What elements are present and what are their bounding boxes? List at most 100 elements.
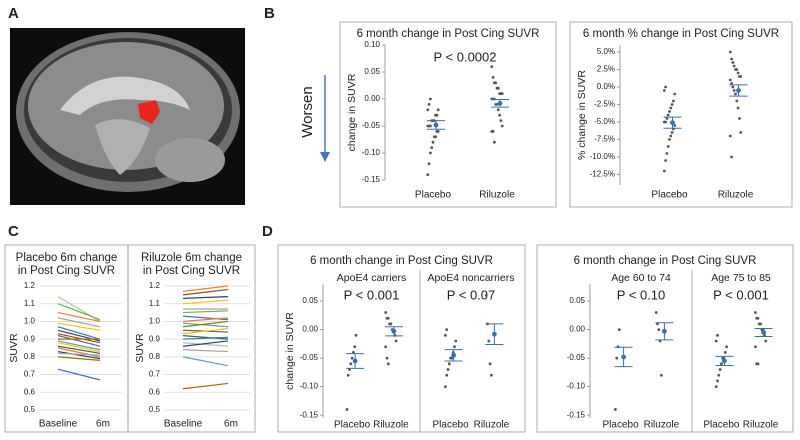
category-label: Riluzole (373, 420, 409, 431)
y-tick-label: 0.7 (149, 370, 161, 379)
data-point (669, 106, 673, 110)
corpus-callosum (60, 76, 190, 115)
data-point (436, 130, 440, 133)
data-point (736, 106, 740, 110)
series-line (182, 335, 229, 340)
subtitle: ApoE4 noncarriers (428, 272, 515, 284)
mean-point (391, 328, 397, 334)
data-point (484, 294, 488, 297)
data-point (735, 68, 739, 71)
y-tick-label: 0.9 (149, 334, 161, 343)
chart-title: Riluzole 6m change (141, 252, 242, 264)
data-point (498, 113, 501, 117)
mean-point (451, 352, 456, 358)
data-point (488, 362, 492, 366)
y-tick-label: -0.10 (567, 382, 586, 391)
data-point (669, 134, 673, 138)
data-point (764, 339, 768, 343)
data-point (654, 311, 658, 314)
data-point (353, 345, 357, 349)
series-line (182, 296, 229, 299)
y-tick-label: 0.00 (302, 325, 318, 334)
data-point (666, 145, 670, 148)
panel-label: D (262, 223, 273, 240)
y-tick-label: -0.10 (300, 382, 319, 391)
y-tick-label: 0.6 (24, 387, 36, 396)
subtitle: ApoE4 carriers (337, 272, 406, 284)
panel-frame (277, 244, 526, 433)
data-point (453, 345, 456, 349)
series-line (182, 285, 229, 292)
y-tick-label: 1.1 (149, 299, 161, 308)
series-line (57, 352, 101, 356)
data-point (732, 64, 736, 68)
series-line (182, 299, 229, 305)
data-point (756, 362, 760, 366)
data-point (730, 155, 733, 159)
y-tick-label: 0.0% (597, 82, 615, 91)
data-point (496, 86, 500, 90)
worsen-label: Worsen (299, 86, 316, 137)
data-point (490, 373, 493, 377)
brainstem (95, 119, 150, 175)
data-point (429, 124, 432, 128)
data-point (491, 130, 495, 133)
y-axis-label: SUVR (8, 333, 20, 363)
data-point (454, 339, 458, 343)
worsen-arrow-head (320, 152, 330, 162)
data-point (728, 78, 732, 82)
p-value: P < 0.10 (617, 287, 666, 302)
series-line (57, 335, 101, 347)
y-tick-label: 0.00 (364, 94, 380, 103)
y-tick-label: 5.0% (597, 47, 615, 56)
y-axis-label: change in SUVR (284, 312, 296, 390)
mean-point (621, 354, 626, 360)
brain-image (10, 28, 245, 205)
data-point (447, 362, 451, 366)
y-axis-label: SUVR (134, 333, 146, 363)
data-point (426, 173, 430, 177)
subtitle: Age 75 to 85 (711, 272, 771, 284)
y-tick-label: 0.7 (24, 370, 36, 379)
y-tick-label: 0.5 (149, 405, 161, 414)
data-point (614, 408, 617, 411)
data-point (668, 138, 671, 141)
data-point (728, 50, 732, 54)
y-axis-label: % change in SUVR (576, 70, 588, 160)
series-line (182, 336, 229, 340)
data-point (664, 159, 667, 162)
data-point (346, 373, 350, 377)
data-point (500, 92, 504, 95)
panel-frame (536, 244, 794, 433)
category-label: Riluzole (644, 420, 680, 431)
data-point (717, 373, 721, 377)
data-point (739, 75, 743, 78)
category-label: Placebo (433, 420, 470, 431)
series-line (57, 368, 101, 381)
data-point (714, 339, 718, 343)
y-tick-label: -0.10 (362, 148, 381, 157)
mean-point (433, 122, 439, 128)
y-tick-label: 0.6 (149, 387, 161, 396)
data-point (349, 362, 353, 366)
category-label: Riluzole (718, 190, 754, 201)
y-tick-label: 0.05 (569, 296, 585, 305)
panel-label: C (8, 223, 19, 240)
p-value: P < 0.001 (344, 287, 400, 302)
data-point (754, 311, 757, 314)
data-point (389, 322, 393, 326)
series-line (57, 333, 101, 344)
data-point (354, 333, 358, 337)
chart-title: 6 month change in Post Cing SUVR (357, 28, 540, 40)
series-line (57, 317, 101, 328)
y-tick-label: 0.9 (24, 334, 36, 343)
series-line (182, 349, 229, 353)
data-point (725, 345, 728, 349)
data-point (756, 316, 760, 320)
data-point (723, 351, 727, 354)
y-tick-label: -2.5% (594, 100, 615, 109)
series-line (182, 382, 229, 390)
p-value: P < 0.0002 (433, 49, 496, 64)
data-point (759, 322, 762, 326)
data-point (617, 328, 621, 332)
